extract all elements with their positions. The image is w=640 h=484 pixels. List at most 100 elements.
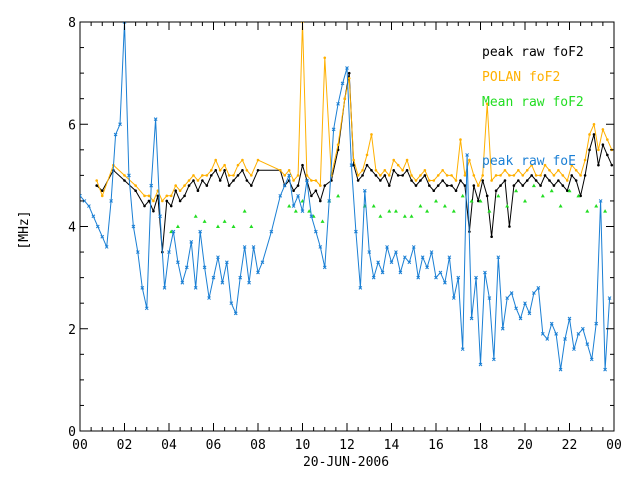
data-point <box>570 174 574 177</box>
data-point <box>460 347 465 352</box>
data-point <box>530 163 533 167</box>
data-point <box>494 174 498 177</box>
data-point <box>250 184 253 187</box>
data-point <box>585 342 590 346</box>
data-point <box>174 189 177 193</box>
data-point <box>278 193 283 198</box>
data-point <box>450 184 453 187</box>
data-point <box>598 199 603 203</box>
data-point <box>189 239 194 244</box>
data-point <box>336 101 340 106</box>
data-point <box>233 311 238 316</box>
data-point <box>242 245 247 249</box>
data-point <box>152 209 155 213</box>
data-point <box>588 133 591 136</box>
data-point <box>454 189 458 193</box>
data-point <box>561 184 565 187</box>
data-point <box>398 270 403 275</box>
data-point <box>198 229 203 234</box>
data-point <box>485 102 489 106</box>
data-point <box>100 189 104 193</box>
data-point <box>196 179 200 182</box>
data-point <box>380 270 385 275</box>
data-point <box>543 163 547 167</box>
data-point <box>134 189 137 193</box>
data-point <box>429 250 434 254</box>
data-point <box>472 184 476 187</box>
data-point <box>167 250 171 254</box>
data-point <box>597 163 600 167</box>
data-point <box>224 260 229 265</box>
data-point <box>158 214 162 219</box>
x-tick-label: 18 <box>473 438 489 453</box>
data-point <box>451 209 456 213</box>
data-point <box>420 255 425 260</box>
data-point <box>532 291 536 295</box>
data-point <box>580 326 585 331</box>
data-point <box>287 204 292 208</box>
data-point <box>318 245 323 249</box>
data-point <box>454 179 458 182</box>
data-point <box>218 179 222 182</box>
data-point <box>222 219 227 223</box>
data-point <box>552 184 556 187</box>
data-point <box>589 357 594 362</box>
data-point <box>211 275 216 280</box>
data-point <box>436 174 440 177</box>
data-point <box>539 174 542 177</box>
data-point <box>565 179 569 182</box>
data-point <box>232 179 235 182</box>
data-point <box>460 193 465 198</box>
series-peak-raw-foe <box>80 22 612 372</box>
data-point <box>432 189 436 193</box>
data-point <box>183 194 186 198</box>
data-point <box>592 133 596 136</box>
data-point <box>127 173 131 178</box>
data-point <box>323 56 327 60</box>
data-point <box>548 179 551 182</box>
data-point <box>345 66 349 70</box>
data-point <box>442 204 447 208</box>
data-point <box>576 193 581 198</box>
data-point <box>539 184 542 187</box>
data-point <box>434 275 438 280</box>
data-point <box>543 174 547 177</box>
data-point <box>236 163 240 167</box>
data-point <box>162 285 167 290</box>
data-point <box>387 174 391 177</box>
data-point <box>118 122 122 127</box>
data-point <box>567 316 572 321</box>
data-point <box>109 199 114 203</box>
data-point <box>563 337 567 341</box>
data-point <box>485 194 489 198</box>
data-point <box>95 224 100 229</box>
data-point <box>554 332 559 336</box>
data-point <box>419 179 422 182</box>
data-point <box>383 174 387 177</box>
data-point <box>499 174 502 177</box>
data-point <box>503 179 507 182</box>
data-point <box>472 174 476 177</box>
data-point <box>396 163 400 167</box>
data-point <box>481 174 485 177</box>
data-point <box>249 224 254 228</box>
series-polan-fof2 <box>95 22 614 203</box>
x-tick-label: 16 <box>428 438 444 453</box>
data-point <box>171 229 176 234</box>
data-point <box>483 270 487 275</box>
data-point <box>574 179 578 182</box>
data-point <box>432 179 436 182</box>
data-point <box>423 168 427 172</box>
data-point <box>296 184 300 187</box>
data-point <box>588 148 591 152</box>
data-point <box>469 198 474 203</box>
data-point <box>165 199 169 203</box>
data-point <box>209 174 213 177</box>
data-point <box>531 183 536 188</box>
data-point <box>153 117 158 121</box>
data-point <box>100 234 105 239</box>
data-point <box>220 280 225 285</box>
data-point <box>327 199 332 203</box>
data-point <box>545 337 550 341</box>
